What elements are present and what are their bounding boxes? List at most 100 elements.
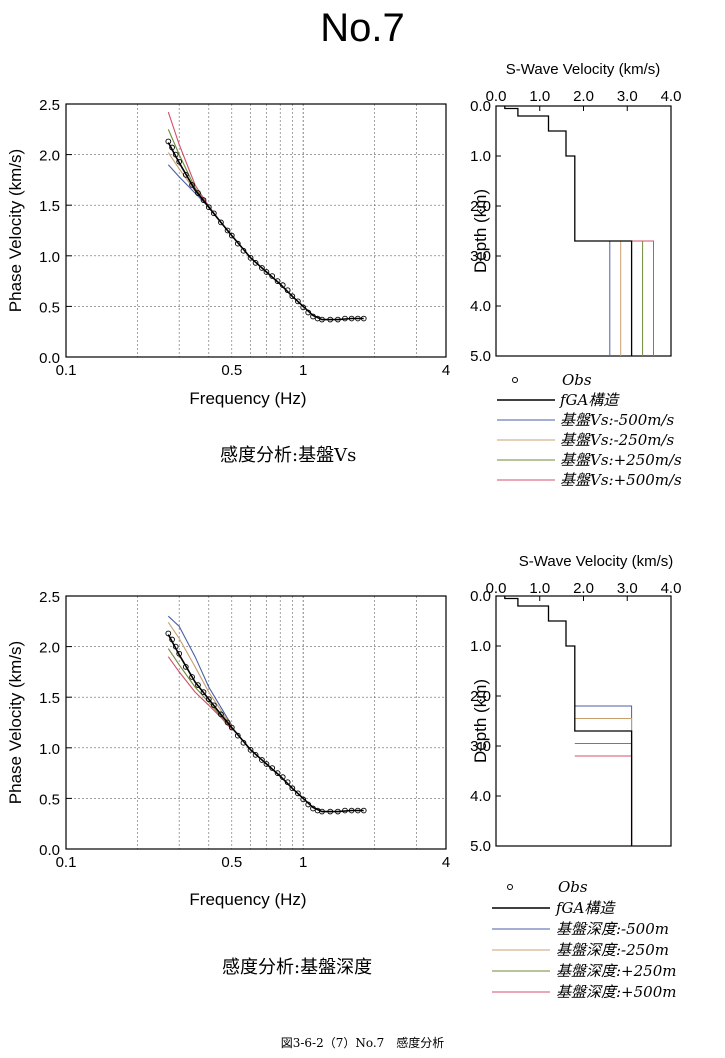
obs-point <box>284 779 291 786</box>
profile-y-axis-label: Depth (km) <box>471 679 490 763</box>
profile-variant-plus500 <box>574 240 654 356</box>
profile-title: S-Wave Velocity (km/s) <box>506 61 660 78</box>
obs-point <box>360 807 367 814</box>
obs-point <box>234 732 241 739</box>
obs-point <box>205 204 212 211</box>
x-tick-label: 0.1 <box>56 854 77 871</box>
profile-variant-plus250 <box>574 240 644 356</box>
obs-point <box>274 770 281 776</box>
legend-label: 基盤深度:+250m <box>556 962 676 980</box>
y-tick-label: 0.0 <box>39 842 60 859</box>
obs-point <box>289 785 296 792</box>
profile-x-tick-label: 3.0 <box>617 580 638 597</box>
obs-point <box>182 171 189 178</box>
obs-point <box>169 636 175 643</box>
obs-point <box>342 315 348 322</box>
profile-fga-line <box>504 106 633 356</box>
profile-frame <box>495 595 672 847</box>
x-tick-label: 0.1 <box>56 362 77 379</box>
profile-variant-minus250 <box>574 240 622 356</box>
y-tick-label: 1.5 <box>39 198 60 215</box>
obs-point <box>210 210 217 217</box>
obs-point <box>305 309 312 316</box>
y-tick-label: 1.0 <box>39 741 60 758</box>
profile-x-tick-label: 4.0 <box>661 88 682 105</box>
x-tick-label: 1 <box>299 854 307 871</box>
obs-point <box>240 739 247 746</box>
obs-point <box>247 254 254 261</box>
obs-point <box>176 650 183 657</box>
legend-label: 基盤Vs:+500m/s <box>560 471 682 489</box>
obs-point <box>210 702 217 709</box>
profile-x-tick-label: 2.0 <box>573 88 594 105</box>
obs-point <box>342 807 348 814</box>
profile-variant-minus500 <box>574 240 611 356</box>
series-line-plus500 <box>167 656 233 730</box>
profile-x-tick-label: 0.0 <box>486 580 507 597</box>
obs-point <box>189 674 195 680</box>
legend-label: Obs <box>558 878 588 896</box>
profile-y-tick-label: 5.0 <box>470 838 491 855</box>
obs-point <box>319 316 325 323</box>
legend-marker-obs <box>507 884 513 890</box>
series-line-fga <box>167 142 364 321</box>
obs-point <box>274 278 281 284</box>
y-tick-label: 0.5 <box>39 299 60 316</box>
obs-point <box>269 273 276 279</box>
legend-label: 基盤深度:-250m <box>556 941 669 959</box>
obs-point <box>295 298 301 305</box>
y-tick-label: 2.0 <box>39 640 60 657</box>
profile-y-tick-label: 0.0 <box>470 588 491 605</box>
figure-caption: 図3-6-2（7）No.7 感度分析 <box>280 1036 445 1050</box>
obs-point <box>234 240 241 247</box>
series-line-minus250 <box>167 621 233 727</box>
x-tick-label: 0.5 <box>221 362 242 379</box>
obs-point <box>200 689 207 695</box>
x-tick-label: 1 <box>299 362 307 379</box>
obs-point <box>259 265 265 271</box>
legend-label: fGA構造 <box>555 899 616 917</box>
x-axis-label: Frequency (Hz) <box>189 890 306 909</box>
obs-point <box>319 808 325 815</box>
obs-point <box>205 696 212 703</box>
obs-point <box>355 807 361 814</box>
profile-title: S-Wave Velocity (km/s) <box>519 553 673 570</box>
profile-y-tick-label: 2.0 <box>470 688 491 705</box>
profile-y-tick-label: 2.0 <box>470 198 491 215</box>
obs-point <box>348 807 355 814</box>
plot-frame <box>65 595 447 850</box>
legend-label: 基盤深度:-500m <box>556 920 669 938</box>
obs-point <box>355 315 361 322</box>
profile-variant-minus500 <box>574 705 633 846</box>
obs-point <box>218 219 224 226</box>
obs-point <box>335 808 341 815</box>
profile-x-tick-label: 1.0 <box>529 580 550 597</box>
obs-point <box>169 144 175 151</box>
profile-y-tick-label: 5.0 <box>470 348 491 365</box>
y-tick-label: 0.5 <box>39 791 60 808</box>
obs-point <box>327 808 334 815</box>
profile-y-tick-label: 3.0 <box>470 248 491 265</box>
legend-label: 基盤Vs:+250m/s <box>560 451 682 469</box>
obs-point <box>228 724 235 731</box>
legend-marker-obs <box>512 377 518 383</box>
obs-point <box>263 269 270 275</box>
y-tick-label: 1.5 <box>39 690 60 707</box>
y-tick-label: 2.0 <box>39 148 60 165</box>
profile-x-tick-label: 0.0 <box>486 88 507 105</box>
obs-point <box>224 227 231 234</box>
obs-point <box>305 801 312 808</box>
x-tick-label: 4 <box>442 362 450 379</box>
plot-frame <box>65 103 447 358</box>
page-title: No.7 <box>320 6 405 50</box>
subtitle-top: 感度分析:基盤Vs <box>220 445 357 466</box>
legend-label: 基盤Vs:-250m/s <box>560 431 675 449</box>
obs-point <box>279 774 286 780</box>
obs-point <box>195 682 201 688</box>
profile-frame <box>495 105 672 357</box>
y-axis-label: Phase Velocity (km/s) <box>6 149 25 312</box>
obs-point <box>335 316 341 323</box>
obs-point <box>295 790 301 797</box>
profile-y-tick-label: 4.0 <box>470 298 491 315</box>
